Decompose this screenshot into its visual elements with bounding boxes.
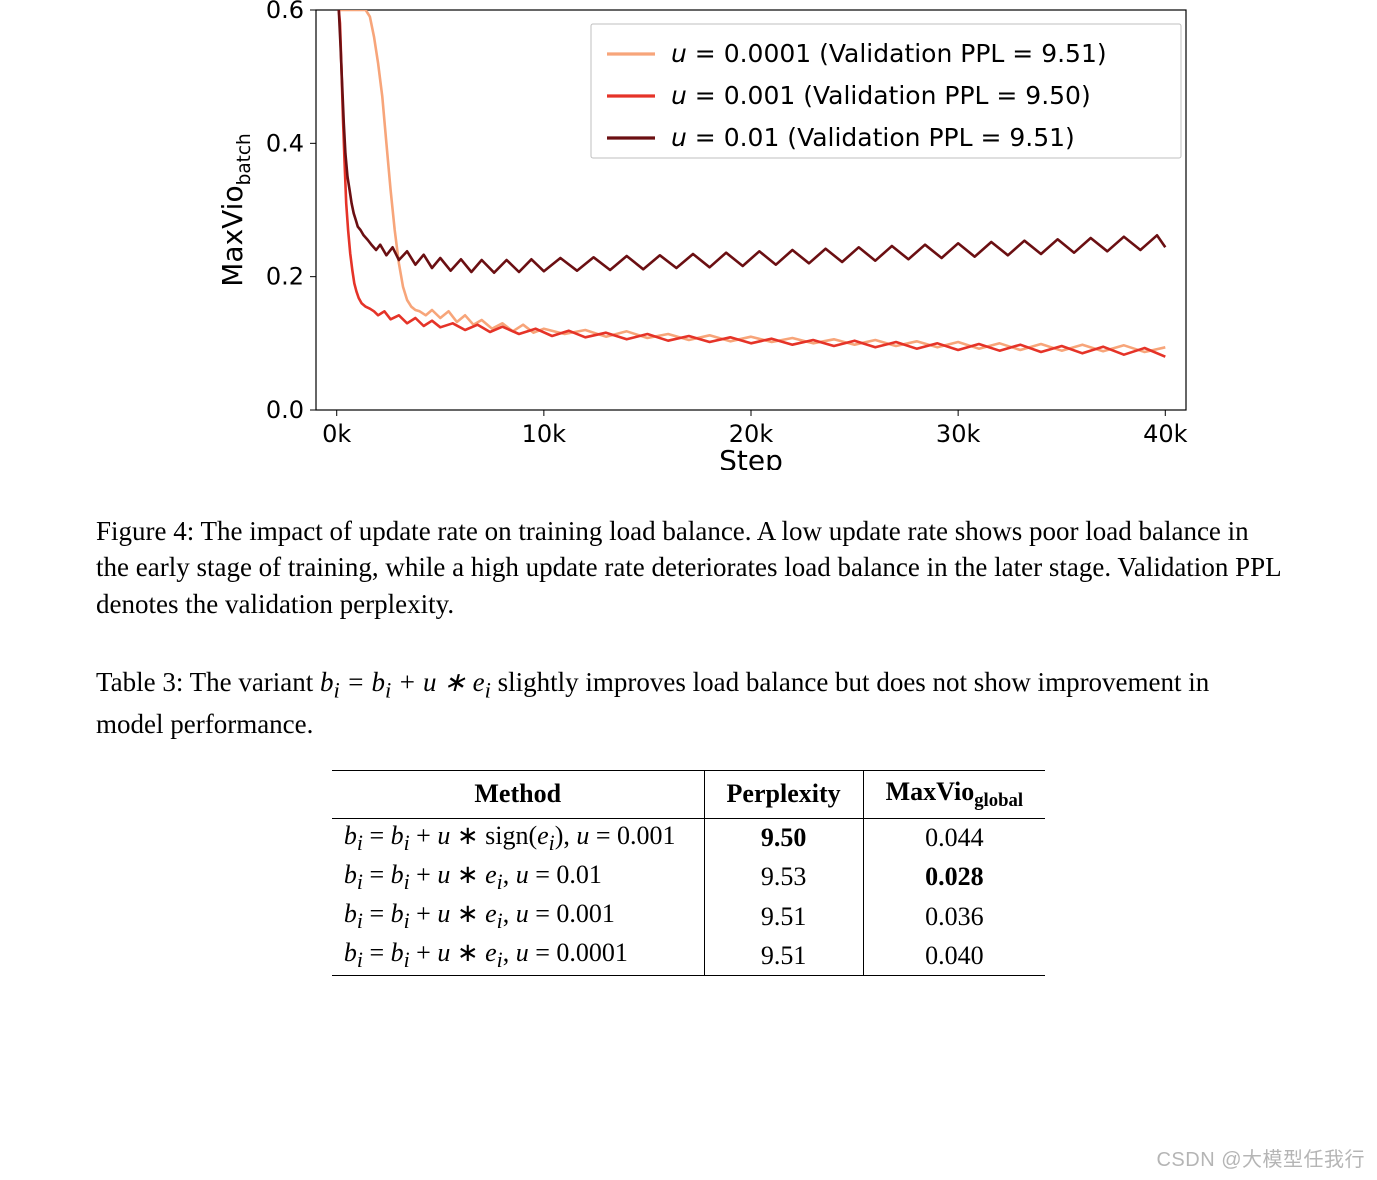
cell-maxvio: 0.028 <box>863 858 1045 897</box>
figure-text: The impact of update rate on training lo… <box>96 516 1281 619</box>
table-row: bi = bi + u ∗ sign(ei), u = 0.0019.500.0… <box>332 818 1045 858</box>
col-maxvio: MaxVioglobal <box>863 770 1045 818</box>
table-label: Table 3: <box>96 667 183 697</box>
cell-maxvio: 0.036 <box>863 897 1045 936</box>
table-row: bi = bi + u ∗ ei, u = 0.0019.510.036 <box>332 897 1045 936</box>
svg-text:10k: 10k <box>522 420 567 448</box>
watermark: CSDN @大模型任我行 <box>1156 1143 1365 1172</box>
svg-text:Step: Step <box>719 444 783 470</box>
legend-item: u = 0.01 (Validation PPL = 9.51) <box>671 123 1075 152</box>
table-row: bi = bi + u ∗ ei, u = 0.00019.510.040 <box>332 936 1045 976</box>
results-table: Method Perplexity MaxVioglobal bi = bi +… <box>332 770 1045 977</box>
col-perplexity: Perplexity <box>704 770 863 818</box>
legend-item: u = 0.001 (Validation PPL = 9.50) <box>671 81 1091 110</box>
col-method: Method <box>332 770 704 818</box>
cell-perplexity: 9.53 <box>704 858 863 897</box>
svg-text:0k: 0k <box>322 420 351 448</box>
svg-text:0.6: 0.6 <box>266 0 304 24</box>
cell-method: bi = bi + u ∗ ei, u = 0.001 <box>332 897 704 936</box>
cell-method: bi = bi + u ∗ sign(ei), u = 0.001 <box>332 818 704 858</box>
svg-text:0.2: 0.2 <box>266 263 304 291</box>
cell-maxvio: 0.044 <box>863 818 1045 858</box>
svg-text:30k: 30k <box>936 420 981 448</box>
cell-perplexity: 9.51 <box>704 936 863 976</box>
svg-text:0.0: 0.0 <box>266 396 304 424</box>
svg-text:0.4: 0.4 <box>266 129 304 157</box>
cell-maxvio: 0.040 <box>863 936 1045 976</box>
table-formula: bi = bi + u ∗ ei <box>320 667 491 697</box>
cell-method: bi = bi + u ∗ ei, u = 0.0001 <box>332 936 704 976</box>
maxvio-chart: 0k10k20k30k40k0.00.20.40.6StepMaxViobatc… <box>196 0 1196 475</box>
figure-4-caption: Figure 4: The impact of update rate on t… <box>96 513 1281 622</box>
figure-label: Figure 4: <box>96 516 194 546</box>
table-3-caption: Table 3: The variant bi = bi + u ∗ ei sl… <box>96 664 1281 742</box>
table-text-pre: The variant <box>183 667 320 697</box>
cell-perplexity: 9.51 <box>704 897 863 936</box>
cell-perplexity: 9.50 <box>704 818 863 858</box>
legend-item: u = 0.0001 (Validation PPL = 9.51) <box>671 39 1107 68</box>
table-row: bi = bi + u ∗ ei, u = 0.019.530.028 <box>332 858 1045 897</box>
svg-text:40k: 40k <box>1143 420 1188 448</box>
cell-method: bi = bi + u ∗ ei, u = 0.01 <box>332 858 704 897</box>
